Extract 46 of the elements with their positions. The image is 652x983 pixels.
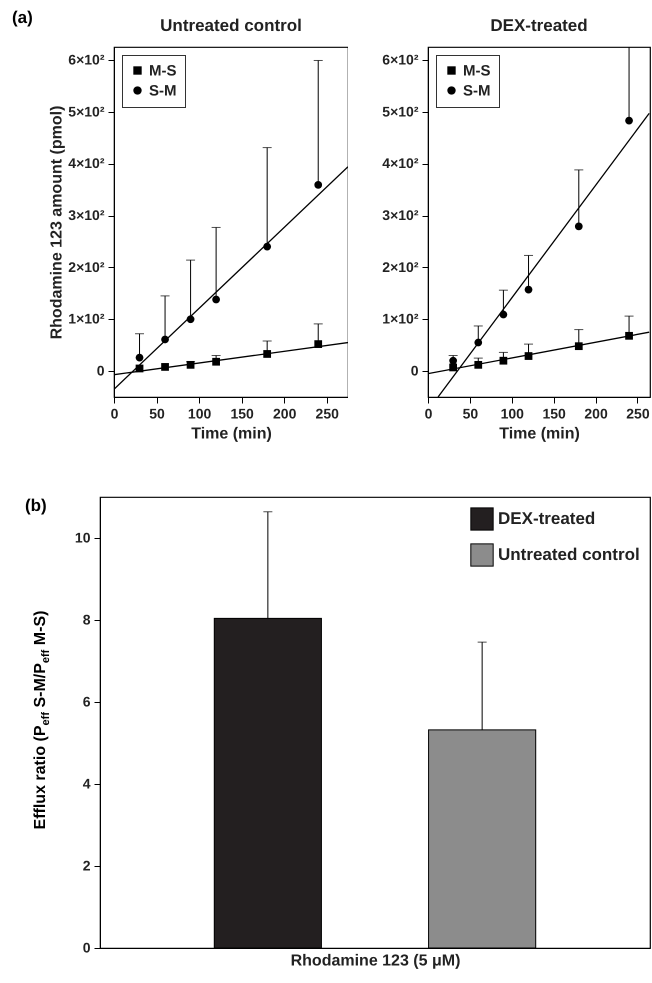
x-tick-label: 0 <box>424 406 433 422</box>
x-axis-title: Time (min) <box>499 426 580 442</box>
x-tick-label: 150 <box>230 406 254 422</box>
legend-label: S-M <box>463 82 490 100</box>
y-tick-label: 0 <box>96 362 105 379</box>
legend-label: M-S <box>463 62 490 80</box>
y-tick-label: 1×10² <box>382 310 419 327</box>
legend-label: Untreated control <box>498 545 640 564</box>
x-tick-label: 50 <box>149 406 166 422</box>
y-tick-label: 4×10² <box>68 155 105 172</box>
legend-label: S-M <box>149 82 176 100</box>
y-tick-label: 6×10² <box>382 51 419 68</box>
x-tick-label: 100 <box>188 406 212 422</box>
text: (a) <box>12 8 33 28</box>
x-tick-label: 0 <box>110 406 119 422</box>
x-tick-label: 150 <box>542 406 566 422</box>
y-tick-label: 5×10² <box>382 103 419 120</box>
x-tick-label: 200 <box>584 406 608 422</box>
chart-title: Untreated control <box>160 16 302 35</box>
chart-title: DEX-treated <box>490 16 588 35</box>
x-axis-title: Time (min) <box>191 426 272 442</box>
y-tick-label: 10 <box>74 530 91 546</box>
y-axis-title: Rhodamine 123 amount (pmol) <box>48 106 66 340</box>
y-tick-label: 1×10² <box>68 310 105 327</box>
y-tick-label: 0 <box>82 940 91 956</box>
y-tick-label: 2×10² <box>382 258 419 275</box>
legend-label: M-S <box>149 62 176 80</box>
x-tick-label: 50 <box>462 406 478 422</box>
x-tick-label: 100 <box>500 406 524 422</box>
y-tick-label: 5×10² <box>68 103 105 120</box>
y-tick-label: 4×10² <box>382 155 419 172</box>
x-tick-label: 250 <box>626 406 650 422</box>
y-tick-label: 3×10² <box>68 207 105 224</box>
x-axis-title: Rhodamine 123 (5 μM) <box>290 952 460 970</box>
y-tick-label: 8 <box>82 612 91 628</box>
y-tick-label: 0 <box>410 362 419 379</box>
text: (b) <box>25 496 47 516</box>
y-tick-label: 2×10² <box>68 258 105 275</box>
y-tick-label: 2 <box>82 858 91 874</box>
y-tick-label: 6×10² <box>68 51 105 68</box>
y-tick-label: 6 <box>82 694 91 710</box>
y-tick-label: 3×10² <box>382 207 419 224</box>
y-tick-label: 4 <box>82 776 91 792</box>
x-tick-label: 200 <box>273 406 297 422</box>
x-tick-label: 250 <box>316 406 340 422</box>
legend-label: DEX-treated <box>498 509 596 528</box>
